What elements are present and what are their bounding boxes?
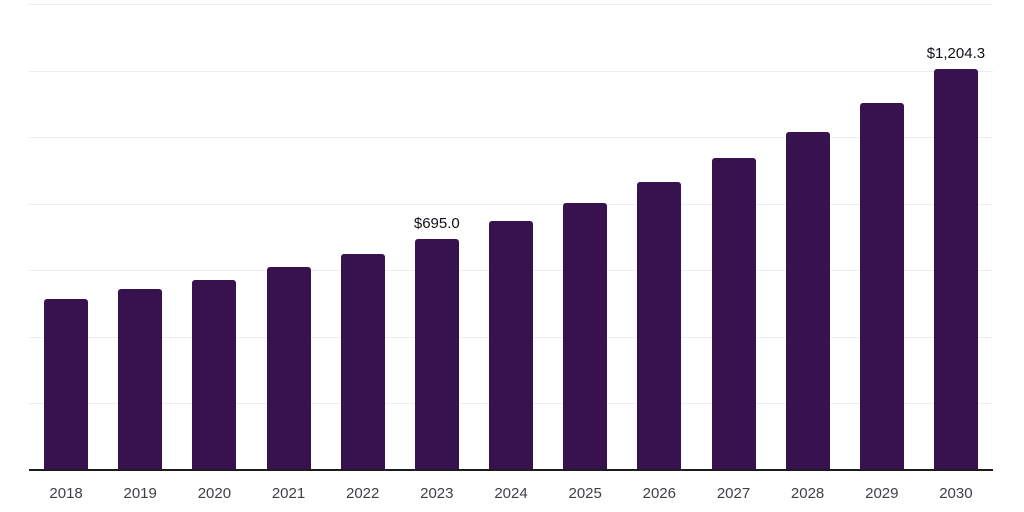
bar-2025 [563, 202, 608, 470]
bar-2026 [637, 182, 682, 470]
bar-2030 [933, 69, 978, 470]
bar-2020 [192, 279, 237, 470]
data-label-2023: $695.0 [413, 214, 460, 232]
x-tick-2029: 2029 [865, 485, 899, 502]
x-tick-2028: 2028 [790, 485, 825, 502]
bar-2018 [44, 299, 89, 470]
x-tick-2024: 2024 [494, 485, 528, 502]
gridline-1000 [29, 137, 993, 139]
x-tick-2018: 2018 [49, 485, 83, 502]
bar-2029 [859, 102, 904, 470]
x-tick-2019: 2019 [123, 485, 157, 502]
bar-2024 [489, 221, 533, 470]
gridline-1400 [29, 4, 993, 5]
bar-2028 [785, 132, 830, 470]
bar-2022 [340, 254, 385, 470]
x-tick-2022: 2022 [346, 485, 380, 502]
data-label-2030: $1,204.3 [926, 45, 986, 63]
x-tick-2026: 2026 [642, 485, 676, 502]
x-tick-2020: 2020 [197, 485, 232, 502]
bar-2019 [118, 289, 163, 470]
bar-2027 [711, 158, 756, 470]
x-tick-2027: 2027 [716, 485, 751, 502]
gridline-800 [29, 203, 993, 205]
x-tick-2030: 2030 [939, 485, 973, 502]
x-tick-2021: 2021 [271, 485, 306, 502]
x-tick-2023: 2023 [420, 485, 454, 502]
gridline-1200 [29, 70, 993, 72]
x-tick-2025: 2025 [568, 485, 602, 502]
bar-2021 [266, 267, 311, 470]
bar-2023 [414, 238, 459, 470]
x-axis-line [29, 469, 993, 471]
